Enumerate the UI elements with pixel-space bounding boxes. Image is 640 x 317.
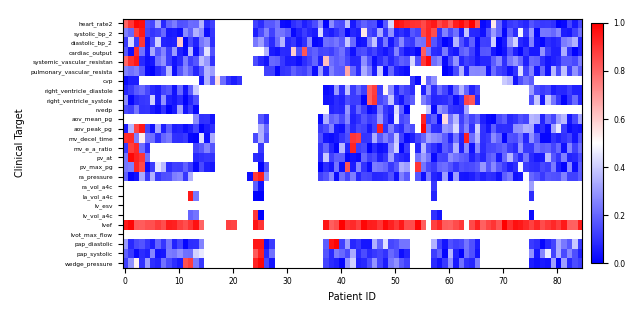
Y-axis label: Clinical Target: Clinical Target <box>15 109 25 178</box>
X-axis label: Patient ID: Patient ID <box>328 292 376 302</box>
